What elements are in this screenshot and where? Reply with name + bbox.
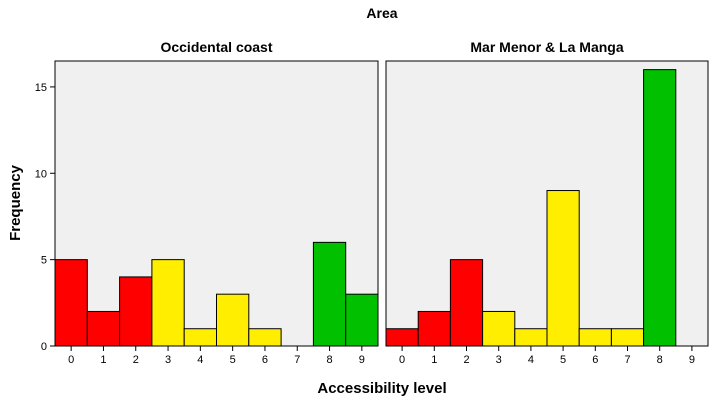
bar [183,328,217,347]
bar [86,310,121,347]
panel-frame [385,60,709,347]
bar [449,259,484,347]
bar [417,310,451,347]
y-tick-label: 10 [35,168,47,180]
bar [119,276,153,347]
x-tick-label: 8 [326,354,332,366]
x-tick-label: 6 [592,354,598,366]
panel-title: Occidental coast [160,39,272,55]
x-tick-label: 2 [133,354,139,366]
bar [345,293,379,347]
x-tick-label: 7 [294,354,300,366]
bar [385,328,419,347]
bar [312,241,347,347]
bar [216,293,250,347]
x-tick-label: 4 [197,354,203,366]
x-tick-label: 6 [262,354,268,366]
panel-frame [54,60,379,347]
bar [578,328,612,347]
x-tick-label: 7 [624,354,630,366]
bar [248,328,282,347]
x-tick-label: 1 [431,354,437,366]
x-tick-label: 9 [359,354,365,366]
y-tick-label: 15 [35,82,47,94]
x-tick-label: 1 [100,354,106,366]
x-tick-label: 0 [399,354,405,366]
x-tick-label: 3 [165,354,171,366]
x-tick-label: 5 [560,354,566,366]
panel-0: Occidental coast 0 1 2 3 4 5 6 7 8 9 0 5 10 15 [35,39,379,366]
x-tick-label: 9 [689,354,695,366]
x-tick-label: 5 [230,354,236,366]
bar [610,328,645,347]
y-tick-label: 0 [41,341,47,353]
bar [643,69,677,347]
x-tick-label: 2 [463,354,469,366]
bar [546,190,580,347]
x-axis-label: Accessibility level [317,380,446,397]
y-axis-label: Frequency [7,164,24,241]
chart-title: Area [366,5,397,21]
bar [482,310,516,347]
panel-1: Mar Menor & La Manga 0 1 2 3 4 5 6 7 8 9 [385,39,709,366]
x-tick-label: 8 [657,354,663,366]
bar [54,259,88,347]
y-tick-label: 5 [41,255,47,267]
bar [514,328,548,347]
x-tick-label: 0 [68,354,74,366]
panel-title: Mar Menor & La Manga [470,39,623,55]
x-tick-label: 4 [528,354,534,366]
bar [151,259,185,347]
x-tick-label: 3 [496,354,502,366]
